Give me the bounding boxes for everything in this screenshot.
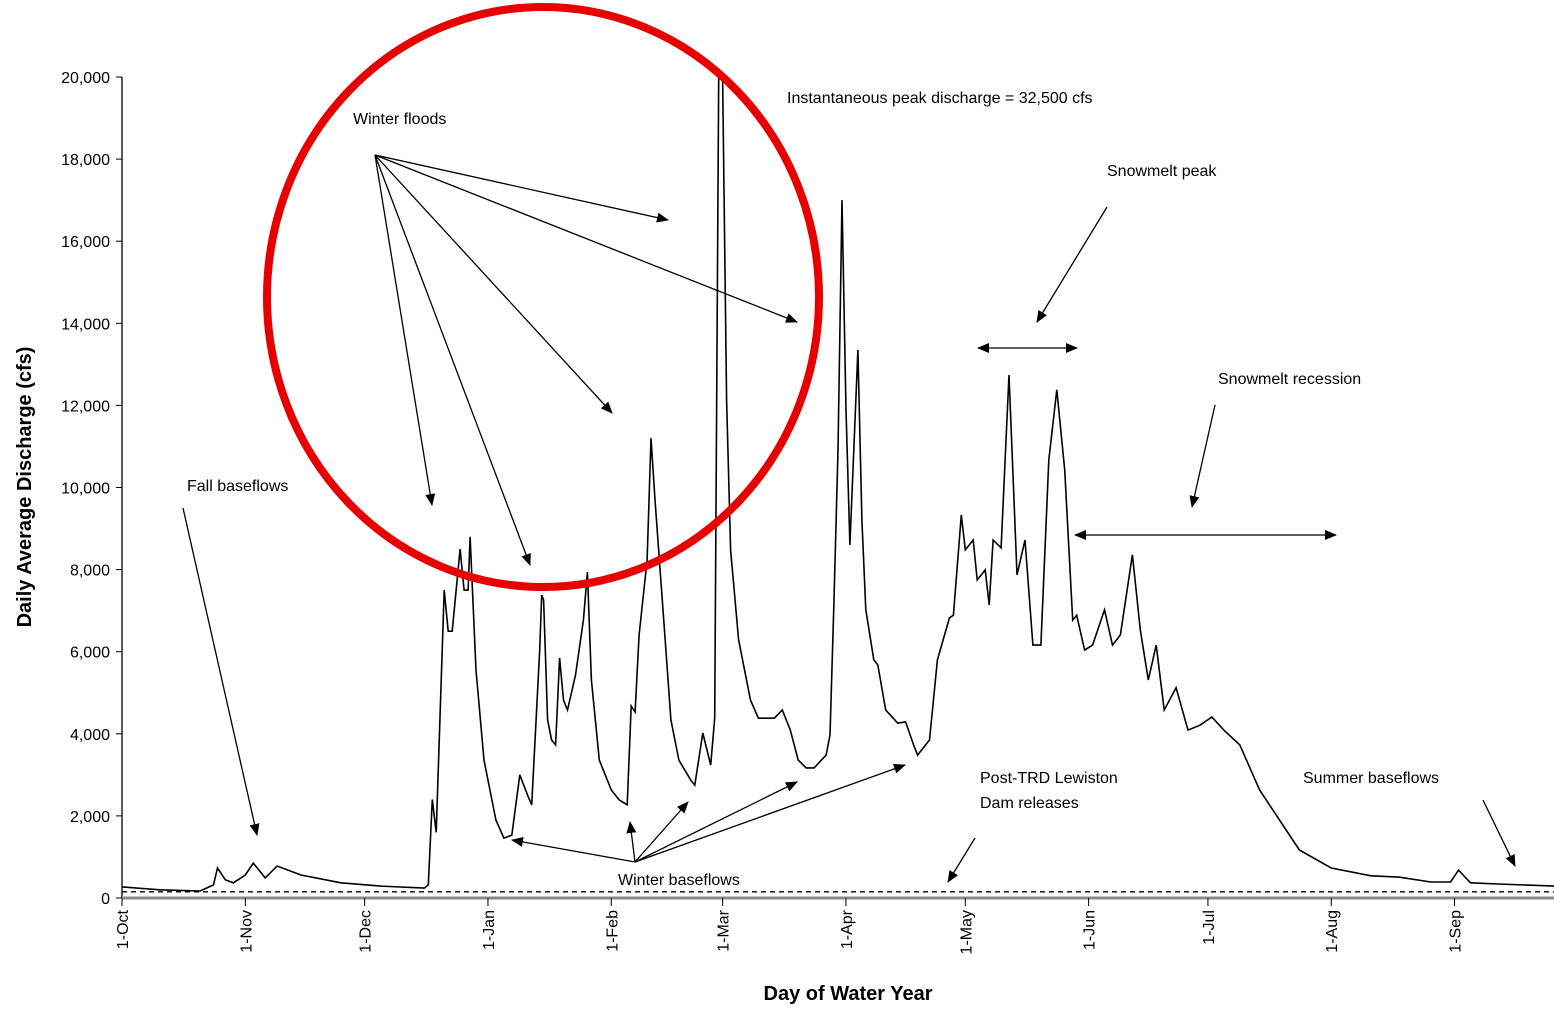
y-axis-label: Daily Average Discharge (cfs) bbox=[14, 347, 36, 628]
y-tick-label: 0 bbox=[101, 891, 110, 908]
annotations: Instantaneous peak discharge = 32,500 cf… bbox=[187, 90, 1439, 889]
x-tick-label: 1-Nov bbox=[238, 910, 255, 953]
y-tick-label: 4,000 bbox=[70, 727, 110, 744]
data-line bbox=[122, 77, 1554, 892]
y-tick-label: 2,000 bbox=[70, 809, 110, 826]
annotation: Summer baseflows bbox=[1303, 770, 1439, 787]
x-tick-label: 1-Dec bbox=[358, 910, 375, 953]
x-axis-label: Day of Water Year bbox=[764, 983, 933, 1005]
arrows bbox=[182, 154, 1516, 883]
x-tick-label: 1-Sep bbox=[1448, 910, 1465, 953]
annotation: Post-TRD Lewiston bbox=[980, 770, 1118, 787]
y-tick-label: 12,000 bbox=[61, 398, 110, 415]
x-tick-label: 1-Jan bbox=[481, 910, 498, 950]
y-tick-label: 8,000 bbox=[70, 563, 110, 580]
annotation: Dam releases bbox=[980, 795, 1079, 812]
highlight-circle bbox=[263, 3, 823, 591]
y-tick-label: 10,000 bbox=[61, 481, 110, 498]
annotation: Snowmelt recession bbox=[1218, 371, 1361, 388]
annotation: Snowmelt peak bbox=[1107, 163, 1217, 180]
annotation: Winter baseflows bbox=[618, 872, 740, 889]
x-tick-label: 1-May bbox=[958, 910, 975, 954]
x-tick-label: 1-Aug bbox=[1324, 910, 1341, 953]
x-tick-label: 1-Apr bbox=[839, 909, 856, 949]
y-tick-label: 16,000 bbox=[61, 234, 110, 251]
x-tick-label: 1-Jun bbox=[1082, 910, 1099, 950]
x-tick-label: 1-Jul bbox=[1201, 910, 1218, 945]
annotation: Instantaneous peak discharge = 32,500 cf… bbox=[787, 90, 1093, 107]
x-tick-label: 1-Oct bbox=[115, 909, 132, 949]
y-tick-label: 18,000 bbox=[61, 152, 110, 169]
y-tick-label: 14,000 bbox=[61, 316, 110, 333]
y-tick-label: 6,000 bbox=[70, 645, 110, 662]
y-tick-label: 20,000 bbox=[61, 70, 110, 87]
annotation: Winter floods bbox=[353, 111, 446, 128]
x-tick-label: 1-Feb bbox=[604, 910, 621, 952]
plot-area: 0 2,000 4,000 6,000 8,000 10,000 12,000 14,000 1… bbox=[61, 70, 1554, 954]
x-tick-label: 1-Mar bbox=[716, 909, 733, 951]
annotation: Fall baseflows bbox=[187, 478, 288, 495]
